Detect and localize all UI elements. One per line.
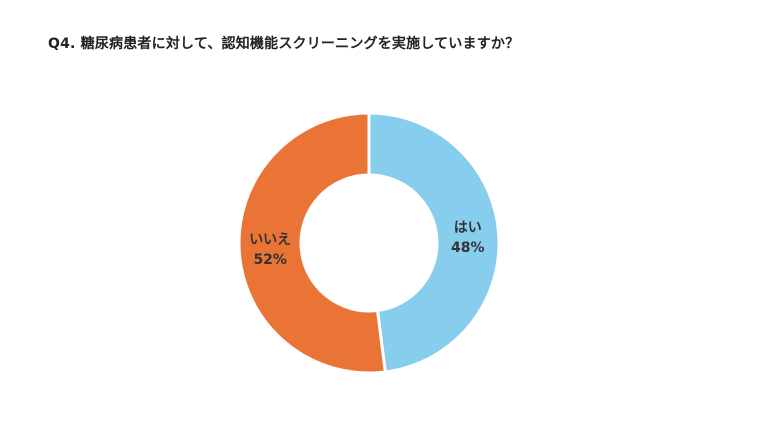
slice-category-label-2: いいえ bbox=[249, 232, 291, 248]
slice-value-label-1: 48% bbox=[451, 240, 485, 256]
slice-2 bbox=[237, 111, 387, 375]
labels-group: はい 48% いいえ 52% bbox=[249, 220, 484, 268]
slices-group bbox=[237, 111, 501, 375]
chart-title: Q4. 糖尿病患者に対して、認知機能スクリーニングを実施していますか？ bbox=[48, 36, 520, 52]
slice-1 bbox=[367, 111, 501, 374]
slice-value-label-2: 52% bbox=[253, 252, 287, 268]
slice-category-label-1: はい bbox=[454, 220, 482, 236]
